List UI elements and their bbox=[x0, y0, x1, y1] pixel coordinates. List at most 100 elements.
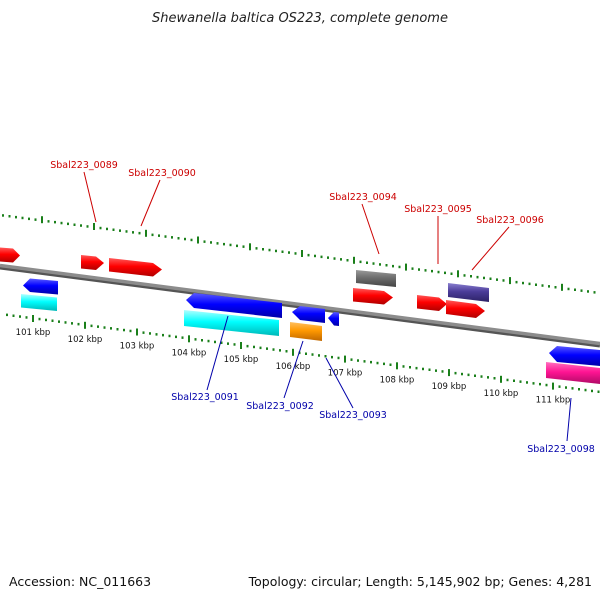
ruler-dot bbox=[216, 242, 219, 245]
ruler-dot bbox=[461, 372, 463, 376]
gene-arrow bbox=[446, 300, 485, 318]
ruler-dot bbox=[67, 222, 69, 226]
ruler-dot bbox=[253, 345, 255, 349]
ruler-tick-label: 108 kbp bbox=[380, 375, 415, 385]
ruler-dot bbox=[275, 249, 277, 253]
ruler-dot bbox=[578, 388, 580, 391]
ruler-dot bbox=[151, 233, 154, 237]
ruler-tick-label: 107 kbp bbox=[328, 369, 363, 379]
ruler-dot bbox=[149, 332, 151, 335]
ruler-major-tick bbox=[500, 375, 502, 383]
ruler-dot bbox=[411, 267, 414, 270]
ruler-dot bbox=[359, 260, 362, 264]
ruler-dot bbox=[376, 361, 379, 365]
ruler-dot bbox=[591, 389, 593, 393]
ruler-dot bbox=[281, 250, 284, 253]
ruler-dot bbox=[54, 220, 56, 224]
ruler-dot bbox=[266, 347, 268, 350]
ruler-dot bbox=[489, 277, 492, 280]
ruler-dot bbox=[125, 230, 128, 233]
ruler-dot bbox=[58, 320, 60, 323]
ruler-major-tick bbox=[249, 243, 251, 251]
ruler-dot bbox=[132, 231, 134, 234]
ruler-dot bbox=[34, 218, 37, 221]
ruler-dot bbox=[6, 313, 8, 317]
ruler-dot bbox=[129, 329, 132, 333]
ruler-dot bbox=[450, 272, 453, 275]
ruler-dot bbox=[236, 244, 238, 248]
ruler-dot bbox=[476, 275, 479, 279]
ruler-dot bbox=[467, 373, 470, 377]
ruler-tick-label: 106 kbp bbox=[276, 362, 311, 372]
ruler-tick-label: 102 kbp bbox=[68, 335, 103, 345]
ruler-major-tick bbox=[448, 369, 450, 377]
gene-box bbox=[184, 310, 279, 336]
ruler-dot bbox=[324, 355, 327, 358]
ruler-major-tick bbox=[292, 348, 294, 356]
ruler-dot bbox=[262, 248, 264, 251]
ruler-dot bbox=[19, 315, 21, 318]
ruler-dot bbox=[363, 360, 366, 363]
leader-line bbox=[566, 397, 572, 442]
ruler-dot bbox=[454, 371, 457, 375]
ruler-dot bbox=[229, 243, 232, 247]
gene-label: Sbal223_0094 bbox=[329, 192, 397, 203]
ruler-dot bbox=[526, 381, 528, 384]
ruler-dot bbox=[110, 327, 112, 330]
ruler-dot bbox=[587, 290, 589, 293]
ruler-dot bbox=[437, 270, 440, 274]
ruler-dot bbox=[162, 333, 164, 337]
ruler-dot bbox=[350, 358, 353, 361]
ruler-dot bbox=[38, 317, 41, 321]
ruler-tick-labels: 101 kbp 102 kbp 103 kbp 104 kbp 105 kbp 106 k… bbox=[16, 328, 571, 406]
gene-label-leaders bbox=[83, 171, 572, 442]
ruler-dot bbox=[340, 258, 342, 261]
leader-line bbox=[283, 340, 304, 399]
ruler-major-tick bbox=[136, 328, 138, 336]
ruler-dot bbox=[379, 263, 381, 266]
ruler-dot bbox=[389, 363, 392, 366]
gene-features bbox=[0, 247, 600, 384]
ruler-dot bbox=[64, 321, 67, 324]
ruler-dot bbox=[532, 382, 535, 385]
ruler-dot bbox=[496, 278, 498, 281]
gene-box bbox=[21, 294, 57, 311]
ruler-tick-label: 109 kbp bbox=[432, 382, 467, 392]
ruler-tick-label: 111 kbp bbox=[536, 396, 571, 406]
ruler-dot bbox=[346, 259, 349, 262]
ruler-dot bbox=[541, 284, 544, 287]
ruler-major-tick bbox=[93, 223, 95, 230]
ruler-major-tick bbox=[509, 277, 511, 285]
ruler-dot bbox=[210, 241, 212, 244]
genome-summary-text: Topology: circular; Length: 5,145,902 bp… bbox=[248, 574, 592, 589]
ruler-dot bbox=[320, 255, 323, 259]
gene-label: Sbal223_0098 bbox=[527, 444, 595, 455]
ruler-dot bbox=[184, 237, 186, 241]
ruler-dot bbox=[86, 225, 89, 228]
ruler-dot bbox=[431, 269, 433, 273]
ruler-dot bbox=[285, 350, 288, 353]
ruler-dot bbox=[463, 274, 466, 277]
ruler-dot bbox=[474, 374, 476, 377]
ruler-dot bbox=[246, 344, 249, 348]
gene-box bbox=[356, 270, 396, 287]
gene-arrow bbox=[417, 295, 447, 311]
ruler-dot bbox=[444, 271, 446, 275]
ruler-dot bbox=[171, 236, 173, 239]
gene-arrow bbox=[549, 346, 600, 366]
ruler-dot bbox=[307, 253, 310, 257]
ruler-dot bbox=[259, 346, 262, 350]
ruler-dot bbox=[327, 256, 329, 259]
ruler-dot bbox=[506, 378, 509, 382]
ruler-dot bbox=[441, 370, 444, 373]
ruler-major-tick bbox=[84, 321, 86, 329]
ruler-dot bbox=[99, 226, 102, 230]
ruler-dot bbox=[548, 285, 550, 288]
ruler-dot bbox=[142, 331, 145, 334]
ruler-tick-label: 105 kbp bbox=[224, 355, 259, 365]
gene-label: Sbal223_0089 bbox=[50, 160, 118, 171]
ruler-dot bbox=[51, 319, 54, 322]
ruler-dot bbox=[357, 359, 359, 362]
ruler-major-tick bbox=[41, 216, 43, 224]
gene-label: Sbal223_0090 bbox=[128, 168, 196, 179]
